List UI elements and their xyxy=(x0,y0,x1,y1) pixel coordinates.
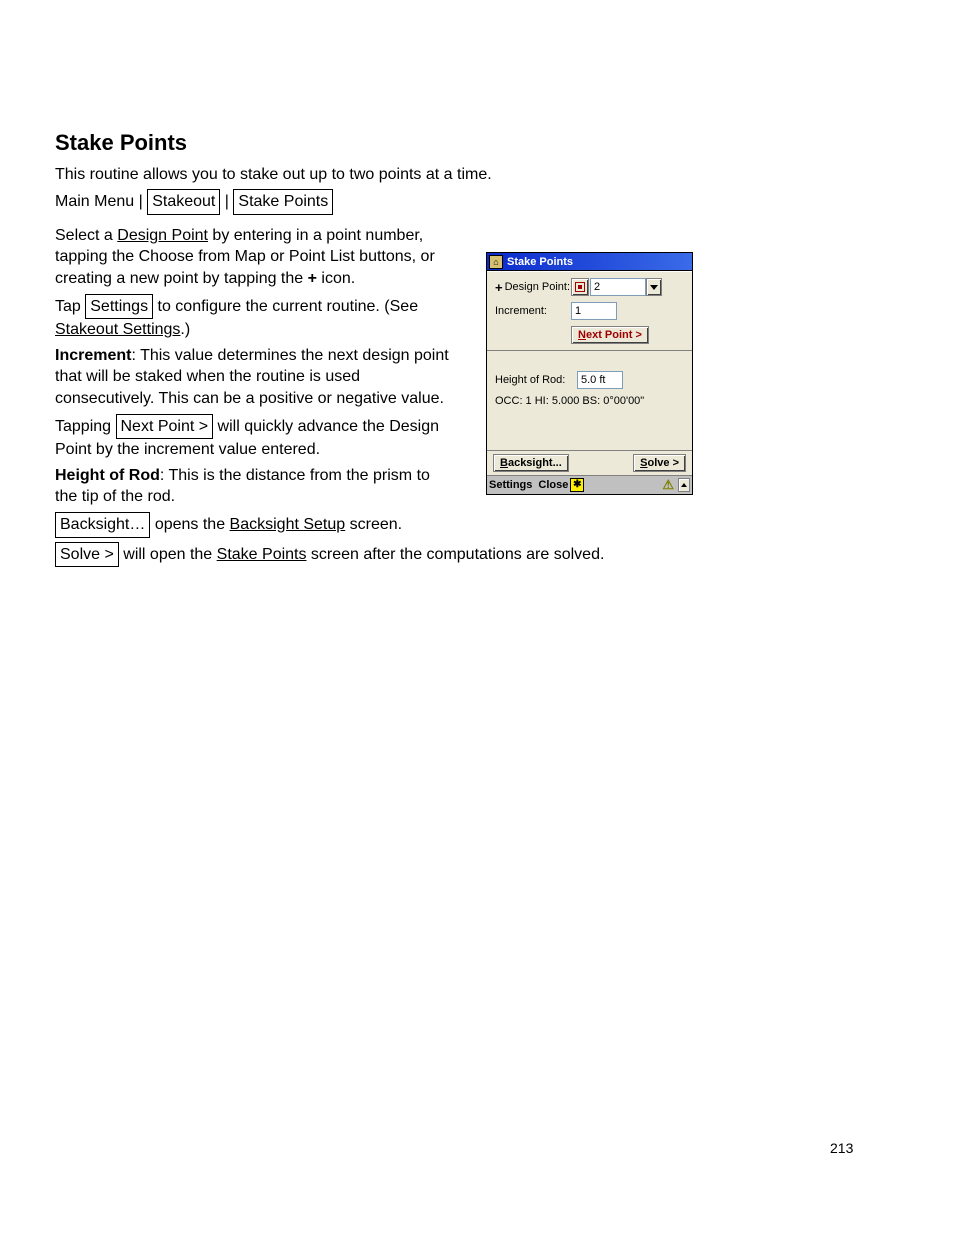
menu-sep: | xyxy=(220,193,233,210)
status-line: OCC: 1 HI: 5.000 BS: 0°00'00" xyxy=(495,395,684,407)
select-design-point-text: Select a Design Point by entering in a p… xyxy=(55,225,455,290)
window-titlebar: ⌂ Stake Points xyxy=(487,253,692,271)
menu-path: Main Menu | Stakeout | Stake Points xyxy=(55,189,895,215)
plus-icon-ref: + xyxy=(308,270,317,287)
intro-text: This routine allows you to stake out up … xyxy=(55,164,895,186)
design-point-input[interactable]: 2 xyxy=(590,278,646,296)
up-arrow-button[interactable] xyxy=(678,478,690,492)
stakepoints-button[interactable]: Stake Points xyxy=(233,189,333,215)
plus-icon[interactable]: + xyxy=(495,280,503,295)
page-heading: Stake Points xyxy=(55,128,895,158)
stakepoints-link[interactable]: Stake Points xyxy=(217,546,307,563)
backsight-link[interactable]: Backsight Setup xyxy=(230,516,346,533)
hr-input[interactable]: 5.0 ft xyxy=(577,371,623,389)
map-pick-icon[interactable] xyxy=(571,278,589,296)
solve-text: Solve > will open the Stake Points scree… xyxy=(55,542,895,568)
increment-field-label: Increment: xyxy=(495,305,571,317)
backsight-button[interactable]: Backsight… xyxy=(55,512,150,538)
next-point-win-button[interactable]: Next Point > xyxy=(571,326,649,344)
stakeout-settings-link[interactable]: Stakeout Settings xyxy=(55,321,180,338)
top-pane: + Design Point: 2 Increment: 1 Next Poin… xyxy=(487,271,692,351)
hr-label: Height of Rod xyxy=(55,467,160,484)
increment-label: Increment xyxy=(55,347,131,364)
window-sys-icon: ⌂ xyxy=(489,255,503,269)
warning-icon: ⚠ xyxy=(662,477,674,493)
stakeout-button[interactable]: Stakeout xyxy=(147,189,220,215)
backsight-text: Backsight… opens the Backsight Setup scr… xyxy=(55,512,895,538)
nextpoint-text: Tapping Next Point > will quickly advanc… xyxy=(55,414,455,461)
star-icon[interactable]: ✱ xyxy=(570,478,584,492)
increment-text: Increment: This value determines the nex… xyxy=(55,345,455,410)
design-point-link[interactable]: Design Point xyxy=(117,227,208,244)
hr-text: Height of Rod: This is the distance from… xyxy=(55,465,455,508)
window-title: Stake Points xyxy=(507,256,573,268)
settings-button[interactable]: Settings xyxy=(85,294,153,320)
hr-field-label: Height of Rod: xyxy=(495,374,577,386)
design-point-dropdown[interactable] xyxy=(646,278,662,296)
mid-pane: Height of Rod: 5.0 ft OCC: 1 HI: 5.000 B… xyxy=(487,351,692,451)
nextpoint-button[interactable]: Next Point > xyxy=(116,414,214,440)
increment-input[interactable]: 1 xyxy=(571,302,617,320)
stake-points-window: ⌂ Stake Points + Design Point: 2 Increme… xyxy=(486,252,693,495)
solve-button[interactable]: Solve > xyxy=(55,542,119,568)
solve-win-button[interactable]: Solve > xyxy=(633,454,686,472)
backsight-win-button[interactable]: Backsight... xyxy=(493,454,569,472)
bottom-button-bar: Backsight... Solve > xyxy=(487,451,692,476)
menu-prefix: Main Menu | xyxy=(55,193,147,210)
page-number: 213 xyxy=(830,1140,853,1156)
settings-line: Tap Settings to configure the current ro… xyxy=(55,294,455,341)
close-menu[interactable]: Close xyxy=(538,479,568,491)
settings-menu[interactable]: Settings xyxy=(489,479,532,491)
design-point-field-label: + Design Point: xyxy=(495,280,571,295)
menu-bar: Settings Close ✱ ⚠ xyxy=(487,476,692,494)
